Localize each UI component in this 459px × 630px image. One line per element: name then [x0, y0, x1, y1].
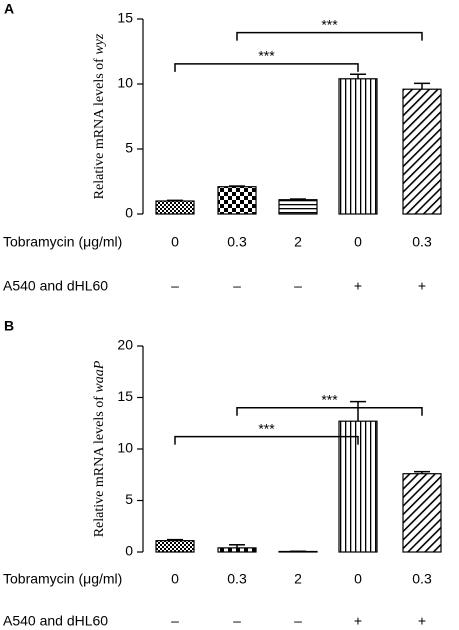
row-label: A540 and dHL60 [3, 613, 108, 629]
row-label: A540 and dHL60 [3, 278, 108, 294]
y-tick-label: 10 [117, 440, 133, 456]
y-tick-label: 10 [117, 75, 133, 91]
x-tick-label: 2 [294, 234, 302, 250]
bar [402, 88, 442, 215]
condition-label: + [354, 613, 362, 629]
condition-label: – [294, 278, 302, 294]
x-tick-label: 0.3 [227, 571, 247, 587]
condition-label: – [294, 613, 302, 629]
x-tick-label: 0 [354, 234, 362, 250]
significance-bracket [236, 407, 423, 416]
x-tick-label: 2 [294, 571, 302, 587]
condition-label: – [233, 278, 241, 294]
significance-label: *** [321, 16, 338, 32]
x-tick-label: 0 [171, 571, 179, 587]
y-tick-label: 5 [125, 491, 133, 507]
y-tick-label: 0 [125, 543, 133, 559]
significance-label: *** [258, 420, 275, 436]
x-tick-label: 0 [354, 571, 362, 587]
panel-label: B [4, 318, 14, 334]
condition-label: + [418, 613, 426, 629]
y-tick-label: 15 [117, 388, 133, 404]
x-tick-label: 0.3 [412, 234, 432, 250]
row-label: Tobramycin (μg/ml) [3, 571, 122, 587]
significance-label: *** [321, 392, 338, 408]
bar [402, 473, 442, 553]
x-tick-label: 0.3 [412, 571, 432, 587]
y-axis-label: Relative mRNA levels of waaP [92, 360, 107, 537]
bar [217, 186, 257, 215]
bar [278, 550, 318, 553]
y-tick-label: 20 [117, 337, 133, 353]
significance-bracket [174, 63, 359, 72]
y-axis-label: Relative mRNA levels of wyz [92, 33, 107, 199]
significance-label: *** [258, 48, 275, 64]
panel-label: A [4, 1, 14, 17]
y-axis-label-text: Relative mRNA levels of [92, 393, 107, 538]
y-tick-label: 0 [125, 205, 133, 221]
condition-label: + [418, 278, 426, 294]
row-label: Tobramycin (μg/ml) [3, 234, 122, 250]
condition-label: – [171, 613, 179, 629]
y-tick-label: 15 [117, 10, 133, 26]
condition-label: – [171, 278, 179, 294]
y-axis-label-gene: waaP [92, 360, 107, 392]
bar [278, 199, 318, 215]
y-axis-label-gene: wyz [92, 33, 107, 55]
bar [155, 540, 195, 553]
significance-bracket [174, 435, 359, 445]
condition-label: – [233, 613, 241, 629]
y-axis-label-text: Relative mRNA levels of [92, 55, 107, 200]
x-tick-label: 0 [171, 234, 179, 250]
condition-label: + [354, 278, 362, 294]
bar [217, 547, 257, 553]
x-tick-label: 0.3 [227, 234, 247, 250]
significance-bracket [236, 31, 423, 41]
y-tick-label: 5 [125, 140, 133, 156]
bar [338, 78, 378, 215]
bar [155, 200, 195, 215]
